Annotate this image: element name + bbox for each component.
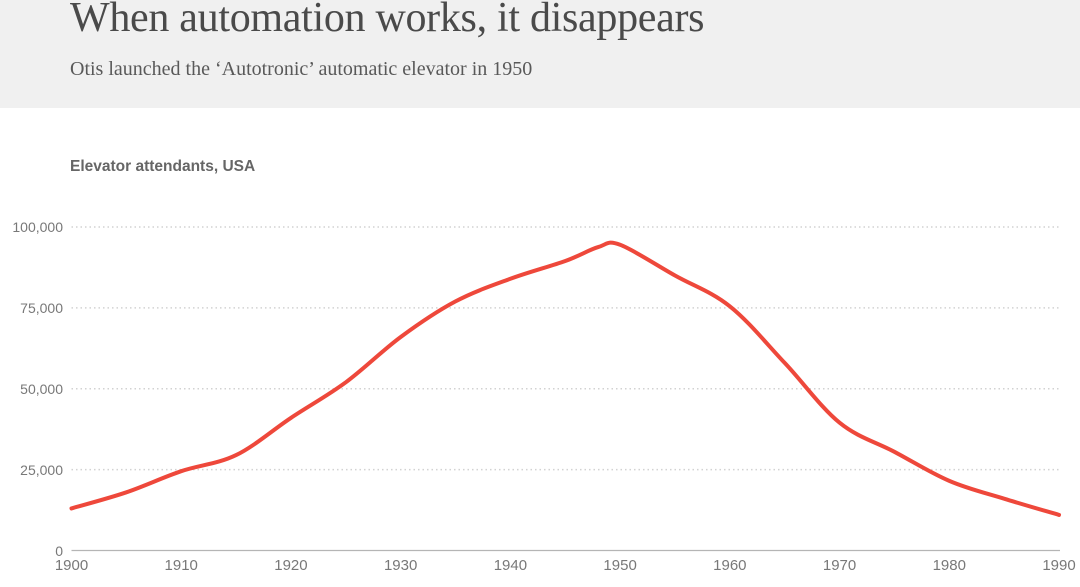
x-axis-tick-label: 1900	[54, 557, 89, 574]
y-axis-tick-label: 0	[55, 542, 63, 559]
header-band: When automation works, it disappears Oti…	[0, 0, 1080, 108]
x-axis-tick-label: 1940	[493, 557, 528, 574]
y-axis-tick-label: 100,000	[12, 219, 63, 235]
y-axis-tick-label: 75,000	[20, 299, 63, 316]
x-axis-tick-label: 1980	[932, 557, 966, 574]
x-axis-tick-label: 1970	[822, 557, 857, 574]
x-axis-tick-label: 1930	[383, 557, 418, 574]
x-axis-tick-label: 1920	[274, 557, 308, 574]
y-axis-tick-label: 50,000	[20, 380, 63, 397]
y-axis-tick-label: 25,000	[20, 461, 63, 478]
data-line	[69, 240, 1061, 517]
x-axis-tick-label: 1910	[164, 557, 198, 574]
x-axis-tick-label: 1960	[713, 557, 747, 574]
x-axis-tick-label: 1990	[1042, 557, 1076, 574]
page-title: When automation works, it disappears	[70, 0, 705, 41]
chart-title: Elevator attendants, USA	[70, 158, 256, 175]
page-subtitle: Otis launched the ‘Autotronic’ automatic…	[70, 58, 533, 80]
x-axis-tick-label: 1950	[603, 557, 637, 574]
